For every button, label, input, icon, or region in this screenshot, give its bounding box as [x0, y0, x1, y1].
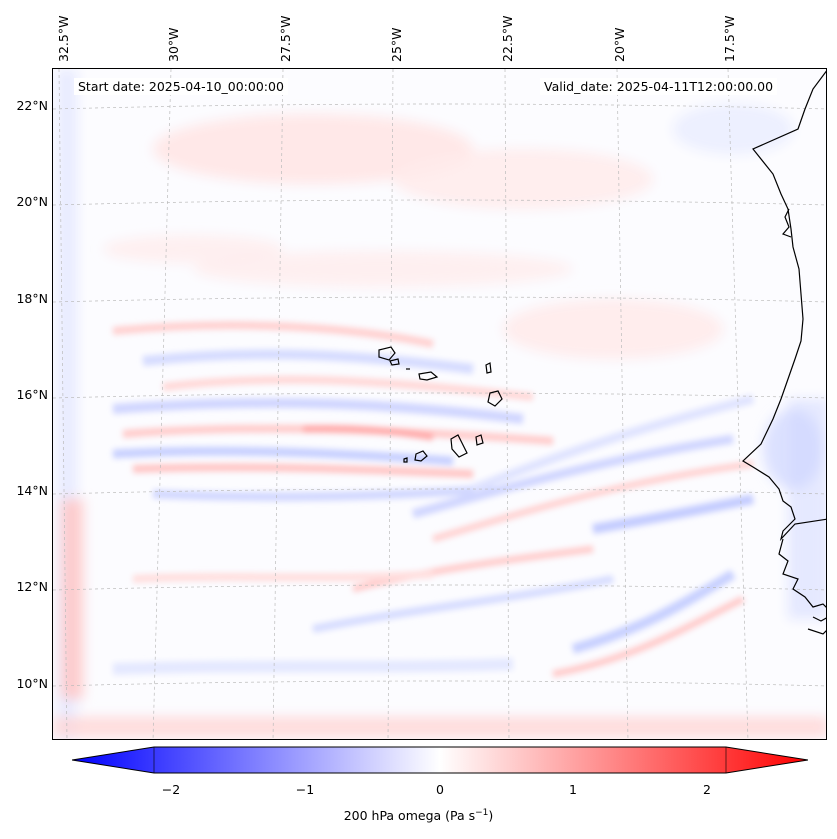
map-gridlines [53, 69, 826, 739]
colorbar-tick-neg2: −2 [161, 782, 181, 797]
colorbar-tick-2: 2 [703, 782, 711, 797]
omega-field-shading [53, 69, 826, 739]
lon-label-27-5w: 27.5°W [278, 15, 293, 62]
cape-verde-islands [378, 346, 503, 463]
colorbar-label-suffix: ) [488, 808, 494, 824]
colorbar-label: 200 hPa omega (Pa s−1) [0, 808, 837, 823]
colorbar-label-exponent: −1 [475, 808, 489, 818]
omega-wave-bands [112, 321, 755, 678]
coastline [742, 70, 826, 635]
start-date-label: Start date: 2025-04-10_00:00:00 [74, 78, 288, 95]
map-panel [52, 68, 827, 740]
lon-label-20w: 20°W [612, 27, 627, 62]
valid-date-label: Valid_date: 2025-04-11T12:00:00.00 [540, 78, 778, 95]
lon-label-32-5w: 32.5°W [56, 15, 71, 62]
lat-label-12n: 12°N [16, 579, 48, 594]
omega-field-map [53, 69, 826, 739]
colorbar [71, 746, 809, 774]
lat-label-20n: 20°N [16, 194, 48, 209]
colorbar-svg [71, 746, 809, 774]
lon-label-22-5w: 22.5°W [500, 15, 515, 62]
lon-label-17-5w: 17.5°W [722, 15, 737, 62]
lon-label-30w: 30°W [166, 27, 181, 62]
lat-label-10n: 10°N [16, 676, 48, 691]
colorbar-gradient [71, 746, 809, 774]
lat-label-16n: 16°N [16, 387, 48, 402]
lon-label-25w: 25°W [389, 27, 404, 62]
colorbar-label-prefix: 200 hPa omega (Pa s [343, 808, 476, 824]
lat-label-14n: 14°N [16, 483, 48, 498]
colorbar-tick-0: 0 [436, 782, 444, 797]
lat-label-18n: 18°N [16, 291, 48, 306]
lat-label-22n: 22°N [16, 98, 48, 113]
colorbar-tick-1: 1 [569, 782, 577, 797]
colorbar-tick-neg1: −1 [295, 782, 315, 797]
